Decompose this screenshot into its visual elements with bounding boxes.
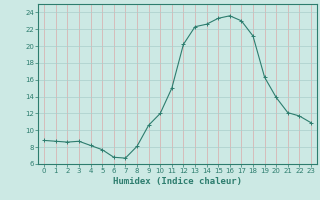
- X-axis label: Humidex (Indice chaleur): Humidex (Indice chaleur): [113, 177, 242, 186]
